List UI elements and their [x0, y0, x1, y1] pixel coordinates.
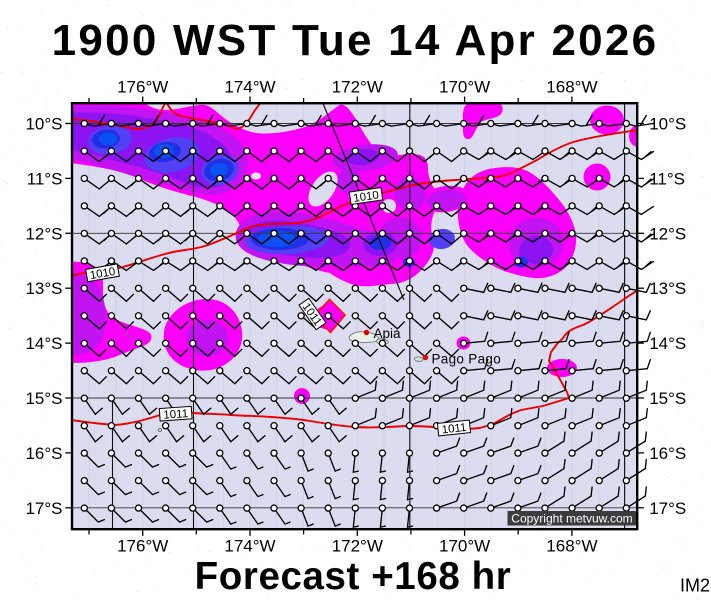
svg-text:13°S: 13°S [25, 279, 62, 298]
svg-text:17°S: 17°S [649, 499, 686, 518]
svg-text:168°W: 168°W [546, 537, 597, 556]
svg-text:10°S: 10°S [649, 115, 686, 134]
svg-text:Copyright metvuw.com: Copyright metvuw.com [511, 512, 632, 526]
svg-text:11°S: 11°S [27, 169, 63, 188]
svg-text:176°W: 176°W [117, 537, 168, 556]
svg-text:Pago Pago: Pago Pago [432, 352, 502, 367]
svg-text:1900 WST Tue 14 Apr 2026: 1900 WST Tue 14 Apr 2026 [52, 16, 659, 65]
svg-text:176°W: 176°W [117, 78, 168, 97]
svg-text:1011: 1011 [441, 422, 467, 437]
svg-text:1010: 1010 [89, 266, 116, 282]
svg-text:172°W: 172°W [332, 537, 383, 556]
svg-text:14°S: 14°S [25, 334, 62, 353]
svg-text:15°S: 15°S [25, 389, 62, 408]
svg-text:10°S: 10°S [25, 115, 62, 134]
svg-text:17°S: 17°S [25, 499, 62, 518]
svg-text:16°S: 16°S [25, 444, 62, 463]
svg-text:1011: 1011 [163, 408, 189, 422]
svg-text:174°W: 174°W [224, 537, 275, 556]
svg-text:15°S: 15°S [649, 389, 686, 408]
svg-text:14°S: 14°S [649, 334, 686, 353]
svg-text:12°S: 12°S [649, 224, 686, 243]
svg-text:13°S: 13°S [649, 279, 686, 298]
svg-text:12°S: 12°S [25, 224, 62, 243]
svg-text:Forecast +168 hr: Forecast +168 hr [195, 555, 512, 598]
svg-text:168°W: 168°W [546, 78, 597, 97]
svg-text:Apia: Apia [374, 326, 402, 341]
svg-text:1010: 1010 [353, 189, 380, 204]
svg-text:IM2: IM2 [680, 576, 710, 596]
svg-text:11°S: 11°S [649, 169, 685, 188]
svg-text:170°W: 170°W [439, 78, 490, 97]
svg-text:174°W: 174°W [224, 78, 275, 97]
svg-text:172°W: 172°W [332, 78, 383, 97]
svg-text:16°S: 16°S [649, 444, 686, 463]
svg-text:170°W: 170°W [439, 537, 490, 556]
